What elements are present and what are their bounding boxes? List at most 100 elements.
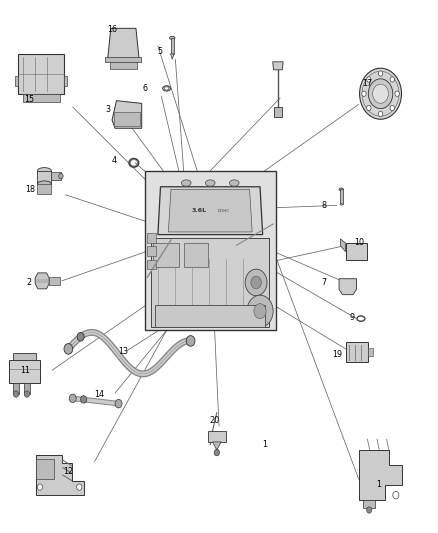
Bar [13,383,18,394]
Bar [22,94,60,102]
Text: 18: 18 [25,185,35,194]
Bar [274,107,283,117]
Circle shape [367,507,372,513]
Circle shape [393,491,399,499]
Polygon shape [108,28,139,59]
Bar [148,260,156,269]
Text: 7: 7 [321,278,326,287]
Circle shape [368,79,393,109]
Text: 15: 15 [24,94,34,103]
Circle shape [64,344,73,354]
Polygon shape [212,442,221,450]
Polygon shape [168,189,252,232]
Circle shape [186,336,195,346]
Text: 3: 3 [105,105,110,114]
Polygon shape [273,62,283,70]
Circle shape [13,391,18,397]
Text: 19: 19 [332,350,342,359]
Polygon shape [340,239,346,252]
Polygon shape [359,450,403,500]
Circle shape [254,304,266,319]
Circle shape [378,111,383,117]
Bar [14,76,18,86]
Circle shape [395,91,399,96]
Circle shape [390,77,395,82]
Text: 4: 4 [112,156,117,165]
Polygon shape [170,54,174,59]
Bar [64,76,67,86]
Text: 1: 1 [376,480,381,489]
Circle shape [367,106,371,111]
Bar [368,348,373,356]
Circle shape [390,106,395,111]
Bar [18,54,64,94]
Text: DOHC: DOHC [217,209,230,213]
Bar [170,38,174,54]
Text: 13: 13 [118,347,128,356]
Bar [37,171,51,184]
Bar [152,243,179,266]
Circle shape [367,77,371,82]
Text: 5: 5 [158,47,162,55]
Bar [13,353,36,360]
Circle shape [247,295,273,327]
Bar [10,360,40,383]
Circle shape [373,84,389,103]
Circle shape [77,484,82,490]
Polygon shape [158,187,263,235]
Circle shape [24,391,29,397]
Circle shape [378,71,383,76]
Circle shape [81,395,87,403]
Bar [363,500,375,508]
Ellipse shape [205,180,215,186]
Bar [148,233,156,243]
Ellipse shape [340,204,343,205]
Text: 10: 10 [354,238,364,247]
Bar [37,184,51,193]
Polygon shape [339,279,357,295]
Text: 12: 12 [64,467,74,475]
Text: 3.6L: 3.6L [192,208,207,213]
Ellipse shape [37,181,51,187]
Bar [110,59,137,69]
Circle shape [77,333,84,341]
Bar [24,383,29,394]
Bar [208,431,226,442]
Polygon shape [35,273,49,289]
Bar [51,172,61,180]
Bar [148,246,156,256]
Circle shape [69,394,76,402]
Text: 6: 6 [142,84,147,93]
Bar [36,459,54,479]
Bar [49,277,60,285]
Ellipse shape [339,188,343,191]
Ellipse shape [230,180,239,186]
Bar [114,112,140,126]
Bar [346,342,368,362]
Bar [151,238,269,327]
Text: 20: 20 [209,416,220,425]
Ellipse shape [162,86,170,91]
Ellipse shape [59,173,63,179]
Circle shape [37,484,42,490]
Polygon shape [112,101,142,128]
Circle shape [251,276,261,289]
Bar [106,56,141,62]
Text: 9: 9 [350,312,355,321]
Text: 11: 11 [20,366,30,375]
Text: 1: 1 [262,440,267,449]
Text: 16: 16 [107,26,117,35]
Circle shape [214,449,219,456]
Bar [340,189,343,204]
Polygon shape [35,455,84,495]
Text: 17: 17 [362,78,372,87]
Bar [145,171,276,330]
Circle shape [115,399,122,408]
Bar [346,243,367,260]
Ellipse shape [181,180,191,186]
Circle shape [360,68,402,119]
Bar [155,305,265,327]
Circle shape [362,91,366,96]
Text: 14: 14 [94,390,104,399]
Ellipse shape [164,87,169,90]
